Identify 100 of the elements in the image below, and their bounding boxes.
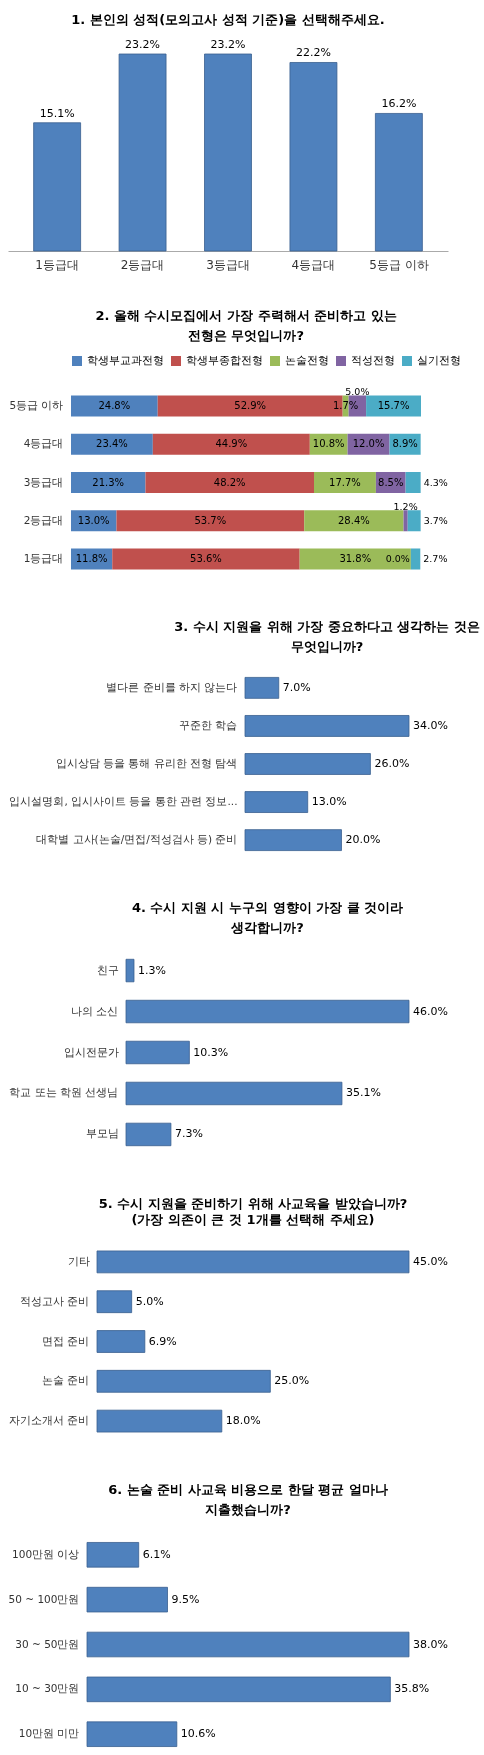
data-label: 4.3%: [423, 476, 448, 488]
x-tick-label: 5등급 이하: [369, 257, 429, 272]
bar: [86, 1586, 168, 1613]
bar: [33, 122, 82, 252]
data-label: 10.6%: [180, 1727, 216, 1741]
bar: [374, 113, 423, 252]
data-label: 24.8%: [98, 400, 131, 411]
data-label: 35.8%: [394, 1682, 430, 1696]
data-label: 35.1%: [345, 1086, 381, 1100]
data-label: 21.3%: [92, 476, 125, 488]
y-tick-label: 논술 준비: [42, 1374, 90, 1387]
data-label: 20.0%: [345, 833, 381, 847]
data-label: 16.2%: [381, 97, 417, 111]
bar: [244, 677, 280, 699]
bar: [71, 471, 146, 494]
bar: [125, 999, 410, 1024]
bar: [244, 715, 410, 737]
data-label: 28.4%: [337, 514, 370, 526]
data-label: 10.8%: [312, 438, 345, 450]
bar: [152, 433, 310, 455]
bar: [86, 1721, 178, 1747]
data-label: 8.9%: [392, 438, 418, 450]
data-label: 12.0%: [352, 438, 385, 450]
y-tick-label: 1등급대: [23, 552, 64, 564]
y-tick-label: 별다른 준비를 하지 않는다: [106, 680, 238, 693]
bar: [112, 548, 300, 570]
data-label: 46.0%: [413, 1004, 448, 1018]
bar: [366, 395, 421, 417]
y-tick-label: 기타: [67, 1254, 90, 1267]
data-label: 13.0%: [77, 514, 110, 526]
bar: [403, 510, 408, 532]
bar: [410, 548, 421, 570]
data-label: 5.0%: [135, 1294, 164, 1308]
y-tick-label: 2등급대: [23, 513, 64, 526]
data-label: 48.2%: [213, 476, 246, 488]
bar: [96, 1409, 223, 1433]
y-tick-label: 100만원 이상: [12, 1547, 80, 1560]
data-label: 7.3%: [174, 1127, 203, 1141]
chart-title: 5. 수시 지원을 준비하기 위해 사교육을 받았습니까?: [98, 1196, 408, 1211]
bar: [96, 1290, 133, 1314]
y-tick-label: 입시상담 등을 통해 유리한 전형 탐색: [55, 757, 238, 769]
y-tick-label: 적성고사 준비: [20, 1294, 90, 1307]
data-label: 13.0%: [311, 795, 347, 809]
bar: [96, 1250, 410, 1274]
data-label: 5.0%: [345, 386, 370, 397]
y-tick-label: 5등급 이하: [9, 399, 64, 411]
data-label: 17.7%: [329, 476, 361, 488]
chart-subtitle: (가장 의존이 큰 것 1개를 선택해 주세요): [131, 1212, 375, 1227]
bar: [145, 471, 315, 494]
y-tick-label: 꾸준한 학습: [179, 718, 238, 731]
y-tick-label: 친구: [96, 963, 119, 976]
data-label: 10.3%: [193, 1045, 229, 1059]
data-label: 1.3%: [138, 963, 166, 977]
bar: [118, 53, 167, 252]
data-label: 2.7%: [423, 553, 448, 564]
data-label: 18.0%: [225, 1414, 261, 1428]
data-label: 6.9%: [148, 1334, 177, 1348]
y-tick-label: 4등급대: [23, 437, 64, 450]
data-label: 53.7%: [194, 514, 227, 526]
y-tick-label: 10 ~ 30만원: [15, 1682, 80, 1695]
y-tick-label: 나의 소신: [71, 1004, 119, 1017]
legend-label: 실기전형: [417, 354, 461, 367]
bar: [244, 829, 342, 851]
data-label: 31.8%: [339, 553, 372, 564]
y-tick-label: 3등급대: [23, 475, 64, 488]
data-label: 23.2%: [210, 38, 246, 51]
legend-label: 적성전형: [351, 354, 395, 367]
bar: [244, 753, 371, 775]
bar: [314, 471, 376, 494]
data-label: 26.0%: [374, 757, 410, 770]
y-tick-label: 부모님: [85, 1127, 119, 1140]
y-tick-label: 대학별 고사(논술/면접/적성검사 등) 준비: [36, 833, 238, 846]
legend-label: 논술전형: [285, 354, 329, 367]
data-label: 44.9%: [215, 438, 248, 450]
data-label: 22.2%: [295, 46, 331, 60]
y-tick-label: 30 ~ 50만원: [15, 1637, 80, 1650]
data-label: 0.0%: [385, 553, 410, 564]
data-label: 34.0%: [413, 718, 448, 732]
legend-label: 학생부종합전형: [186, 354, 263, 367]
y-tick-label: 입시전문가: [63, 1045, 119, 1058]
bar: [125, 1081, 343, 1106]
data-label: 3.7%: [423, 514, 448, 526]
x-tick-label: 3등급대: [206, 257, 250, 272]
bar: [407, 510, 421, 532]
y-tick-label: 면접 준비: [42, 1334, 90, 1347]
bar: [405, 471, 421, 494]
chart-title: 4. 수시 지원 시 누구의 영향이 가장 클 것이라 생각합니까?: [131, 900, 404, 935]
bar: [125, 958, 135, 983]
y-tick-label: 자기소개서 준비: [9, 1414, 90, 1427]
data-label: 23.4%: [96, 438, 128, 450]
chart-title: 1. 본인의 성적(모의고사 성적 기준)을 선택해주세요.: [71, 12, 385, 27]
y-tick-label: 입시설명회, 입시사이트 등을 통한 관련 정보...: [9, 795, 238, 808]
bar: [289, 62, 338, 252]
data-label: 38.0%: [413, 1637, 448, 1651]
chart-title: 6. 논술 준비 사교육 비용으로 한달 평균 얼마나 지출했습니까?: [108, 1482, 388, 1517]
bar: [96, 1369, 271, 1393]
legend-label: 학생부교과전형: [87, 354, 164, 367]
data-label: 9.5%: [171, 1592, 200, 1606]
data-label: 45.0%: [413, 1254, 448, 1268]
data-label: 15.1%: [39, 106, 75, 120]
